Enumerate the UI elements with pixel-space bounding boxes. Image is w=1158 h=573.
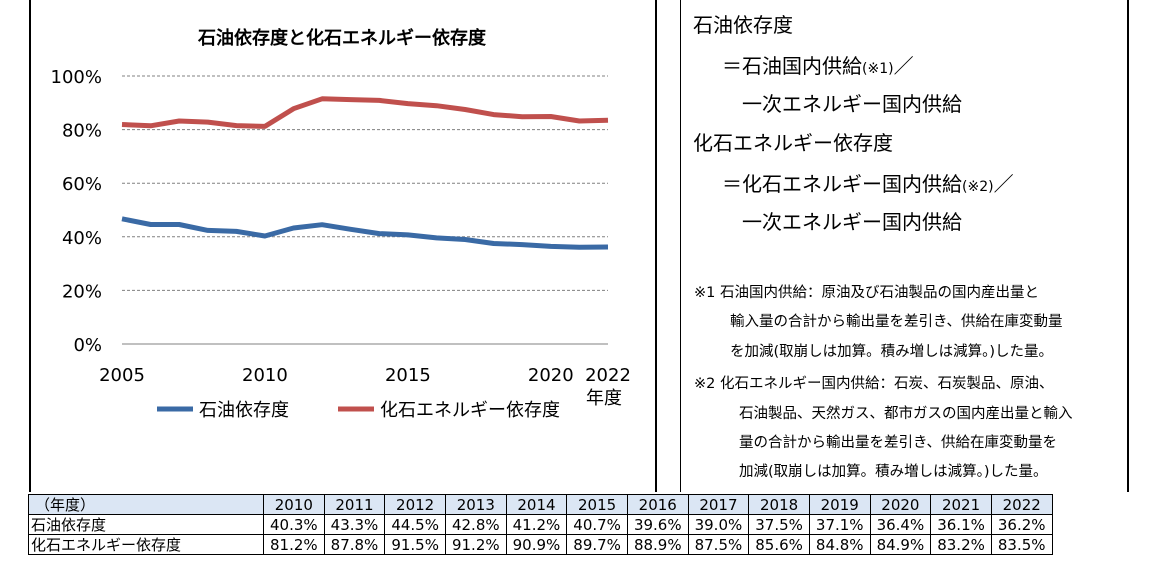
- legend: 石油依存度 化石エネルギー依存度: [157, 400, 560, 421]
- table-row-label: 化石エネルギー依存度: [28, 534, 264, 555]
- grid-lines: [122, 75, 608, 345]
- y-tick-label: 80%: [62, 121, 102, 142]
- table-header-year: 2017: [687, 494, 750, 515]
- note-1-line-3: を加減(取崩しは加算。積み増しは減算。)した量。: [730, 344, 1054, 360]
- table-cell: 44.5%: [384, 514, 446, 535]
- fossil-formula-slash: ／: [993, 172, 1014, 196]
- table-header-label: （年度）: [28, 494, 264, 515]
- series-lines: [121, 96, 609, 250]
- y-tick-label: 40%: [62, 228, 102, 249]
- y-axis-ticks: 0% 20% 40% 60% 80% 100%: [51, 67, 102, 356]
- y-tick-label: 100%: [51, 67, 102, 88]
- table-header-year: 2021: [930, 494, 992, 515]
- note-2-line-1: ※2 化石エネルギー国内供給：石炭、石炭製品、原油、: [694, 376, 1054, 392]
- text-frame-left: [680, 0, 681, 492]
- table-header-year: 2019: [808, 494, 871, 515]
- oil-dependency-formula-numerator: ＝石油国内供給(※1)／: [722, 50, 914, 79]
- table-header-year: 2022: [990, 494, 1053, 515]
- x-tick-label: 2020: [528, 365, 574, 386]
- table-cell: 88.9%: [626, 534, 689, 555]
- table-header-year: 2020: [869, 494, 932, 515]
- table-header-year: 2015: [566, 494, 628, 515]
- table-cell: 37.5%: [748, 514, 810, 535]
- legend-label-fossil: 化石エネルギー依存度: [380, 400, 560, 421]
- table-cell: 40.3%: [263, 514, 325, 535]
- table-header-row: （年度） 2010 2011 2012 2013 2014 2015 2016 2017 201…: [28, 494, 1053, 515]
- y-tick-label: 60%: [62, 174, 102, 195]
- table-body: 石油依存度 40.3% 43.3% 44.5% 42.8% 41.2% 40.7% 39.6%…: [28, 514, 1053, 555]
- table-cell: 91.2%: [444, 534, 507, 555]
- table-header-year: 2016: [626, 494, 689, 515]
- note-2-line-3: 量の合計から輸出量を差引き、供給在庫変動量を: [739, 435, 1057, 451]
- x-tick-label: 2022: [585, 365, 631, 386]
- table-cell: 87.8%: [323, 534, 386, 555]
- fossil-formula-note-ref: (※2): [962, 179, 994, 195]
- series-line-oil: [121, 216, 609, 250]
- table-header-year: 2010: [263, 494, 325, 515]
- table-cell: 87.5%: [687, 534, 750, 555]
- oil-formula-text: ＝石油国内供給: [722, 54, 862, 78]
- table-cell: 84.8%: [808, 534, 871, 555]
- table-header-year: 2014: [505, 494, 568, 515]
- series-line-fossil: [121, 96, 609, 129]
- table-cell: 91.5%: [384, 534, 446, 555]
- oil-dependency-title: 石油依存度: [693, 13, 793, 37]
- note-2-line-2: 石油製品、天然ガス、都市ガスの国内産出量と輸入: [739, 406, 1073, 422]
- table-header-year: 2018: [748, 494, 810, 515]
- table-header-year: 2011: [323, 494, 386, 515]
- chart-frame-right: [655, 0, 657, 492]
- table-cell: 84.9%: [869, 534, 932, 555]
- table-row-label: 石油依存度: [28, 514, 264, 535]
- note-2-line-4: 加減(取崩しは加算。積み増しは減算。)した量。: [739, 464, 1048, 480]
- table-cell: 39.6%: [626, 514, 689, 535]
- table-cell: 90.9%: [505, 534, 568, 555]
- oil-formula-slash: ／: [893, 54, 914, 78]
- fossil-formula-text: ＝化石エネルギー国内供給: [722, 172, 962, 196]
- table-cell: 83.5%: [990, 534, 1053, 555]
- legend-label-oil: 石油依存度: [199, 400, 289, 421]
- x-axis-label: 年度: [586, 388, 622, 409]
- note-1-line-2: 輸入量の合計から輸出量を差引き、供給在庫変動量: [730, 314, 1063, 330]
- table-header-year: 2013: [444, 494, 507, 515]
- x-tick-label: 2010: [242, 365, 288, 386]
- table-cell: 41.2%: [505, 514, 568, 535]
- table-cell: 42.8%: [444, 514, 507, 535]
- table-cell: 40.7%: [566, 514, 628, 535]
- chart-title: 石油依存度と化石エネルギー依存度: [197, 27, 487, 49]
- table-cell: 81.2%: [263, 534, 325, 555]
- table-row: 石油依存度 40.3% 43.3% 44.5% 42.8% 41.2% 40.7% 39.6%…: [28, 514, 1053, 535]
- table-header-year: 2012: [384, 494, 446, 515]
- x-tick-label: 2005: [99, 365, 145, 386]
- table-cell: 43.3%: [323, 514, 386, 535]
- dependency-data-table: （年度） 2010 2011 2012 2013 2014 2015 2016 2017 201…: [28, 494, 1053, 555]
- table-cell: 36.2%: [990, 514, 1053, 535]
- line-chart: 石油依存度と化石エネルギー依存度 0% 20% 40% 60% 80% 100% 2005…: [51, 27, 631, 421]
- note-1-line-1: ※1 石油国内供給：原油及び石油製品の国内産出量と: [694, 285, 1039, 301]
- oil-formula-note-ref: (※1): [862, 61, 894, 77]
- text-frame-right: [1127, 0, 1129, 492]
- fossil-dependency-title: 化石エネルギー依存度: [693, 131, 893, 155]
- y-tick-label: 20%: [62, 281, 102, 302]
- chart-frame-left: [29, 0, 31, 492]
- x-tick-label: 2015: [385, 365, 431, 386]
- table-cell: 89.7%: [566, 534, 628, 555]
- fossil-dependency-formula-denominator: 一次エネルギー国内供給: [742, 210, 962, 234]
- table-cell: 36.1%: [930, 514, 992, 535]
- table-row: 化石エネルギー依存度 81.2% 87.8% 91.5% 91.2% 90.9% 89.7%…: [28, 534, 1053, 555]
- table-cell: 85.6%: [748, 534, 810, 555]
- table-cell: 37.1%: [808, 514, 871, 535]
- fossil-dependency-formula-numerator: ＝化石エネルギー国内供給(※2)／: [722, 168, 1014, 197]
- table-cell: 39.0%: [687, 514, 750, 535]
- y-tick-label: 0%: [73, 335, 102, 356]
- table-cell: 83.2%: [930, 534, 992, 555]
- table-cell: 36.4%: [869, 514, 932, 535]
- x-axis-ticks: 2005 2010 2015 2020 2022: [99, 365, 631, 386]
- oil-dependency-formula-denominator: 一次エネルギー国内供給: [742, 92, 962, 116]
